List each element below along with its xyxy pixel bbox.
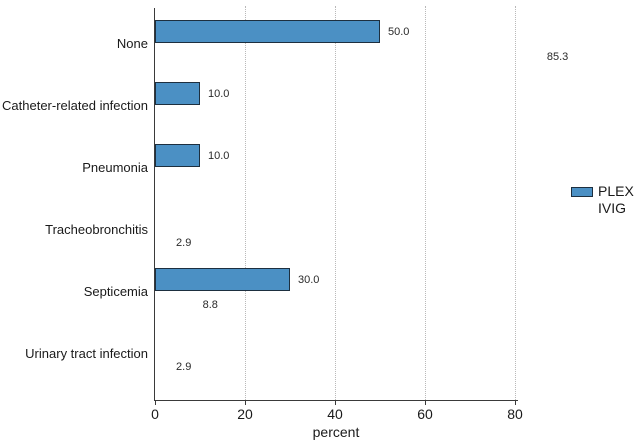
category-label: Urinary tract infection	[25, 346, 148, 361]
value-label: 10.0	[208, 87, 230, 100]
category-label: Pneumonia	[82, 160, 148, 175]
x-axis-title: percent	[312, 424, 360, 440]
legend-item-ivig: IVIG	[571, 200, 634, 217]
bar-ivig	[155, 45, 539, 68]
category-label: Septicemia	[83, 284, 148, 299]
gridline	[335, 6, 336, 400]
x-tick-label: 0	[151, 406, 159, 422]
category-label: Catheter-related infection	[2, 98, 148, 113]
x-tick	[335, 400, 336, 405]
x-tick-label: 60	[417, 406, 433, 422]
bar-ivig	[155, 293, 195, 316]
value-label: 50.0	[388, 25, 410, 38]
legend-label-ivig: IVIG	[598, 200, 627, 216]
bar-plex	[155, 268, 290, 291]
bar-plex	[155, 144, 200, 167]
bar-plex	[155, 82, 200, 105]
x-tick	[425, 400, 426, 405]
legend-swatch-plex	[571, 186, 593, 197]
x-axis-line	[154, 400, 518, 401]
bar-ivig	[155, 355, 168, 378]
gridline	[515, 6, 516, 400]
category-label: Tracheobronchitis	[45, 222, 148, 237]
legend-label-plex: PLEX	[598, 183, 634, 199]
value-label: 30.0	[298, 273, 320, 286]
gridline	[245, 6, 246, 400]
bar-plex	[155, 20, 380, 43]
x-tick	[515, 400, 516, 405]
gridline	[425, 6, 426, 400]
legend-swatch-ivig	[571, 204, 593, 214]
x-tick-label: 20	[237, 406, 253, 422]
x-tick	[155, 400, 156, 405]
value-label: 85.3	[546, 50, 569, 63]
value-label: 8.8	[202, 298, 218, 311]
legend-item-plex: PLEX	[571, 183, 634, 200]
value-label: 10.0	[208, 149, 230, 162]
bar-ivig	[155, 231, 168, 254]
category-label: None	[116, 36, 148, 51]
x-tick	[245, 400, 246, 405]
value-label: 2.9	[176, 360, 192, 373]
legend: PLEX IVIG	[571, 183, 634, 217]
value-label: 2.9	[176, 236, 192, 249]
y-axis-line	[154, 8, 155, 400]
x-tick-label: 40	[327, 406, 343, 422]
x-tick-label: 80	[507, 406, 523, 422]
